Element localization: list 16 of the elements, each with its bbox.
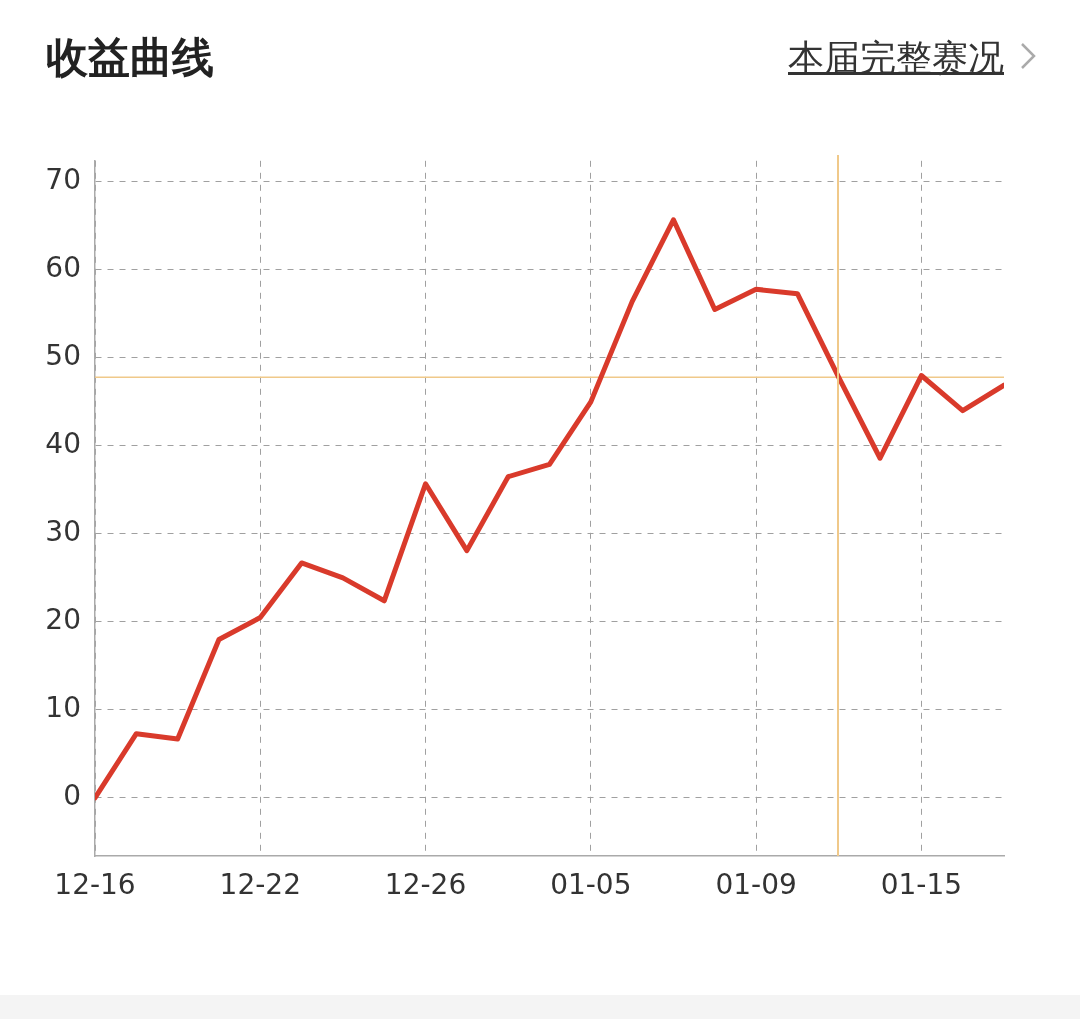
x-tick-label: 12-16 bbox=[54, 868, 136, 902]
y-tick-label: 0 bbox=[63, 779, 81, 813]
y-tick-label: 50 bbox=[45, 339, 81, 373]
y-tick-label: 20 bbox=[45, 603, 81, 637]
text: 本届完整赛况 bbox=[788, 36, 1004, 80]
x-tick-label: 01-15 bbox=[880, 868, 963, 902]
x-tick-label: 01-09 bbox=[715, 868, 797, 902]
y-tick-label: 40 bbox=[45, 427, 81, 461]
x-tick-label: 12-22 bbox=[219, 868, 301, 902]
y-tick-label: 10 bbox=[45, 691, 81, 725]
y-tick-label: 70 bbox=[45, 163, 81, 197]
y-tick-label: 60 bbox=[45, 251, 81, 285]
chart-title: 收益曲线 bbox=[46, 32, 214, 84]
x-tick-label: 12-26 bbox=[384, 868, 467, 902]
y-tick-label: 30 bbox=[45, 515, 81, 549]
x-tick-label: 01-05 bbox=[550, 868, 632, 902]
